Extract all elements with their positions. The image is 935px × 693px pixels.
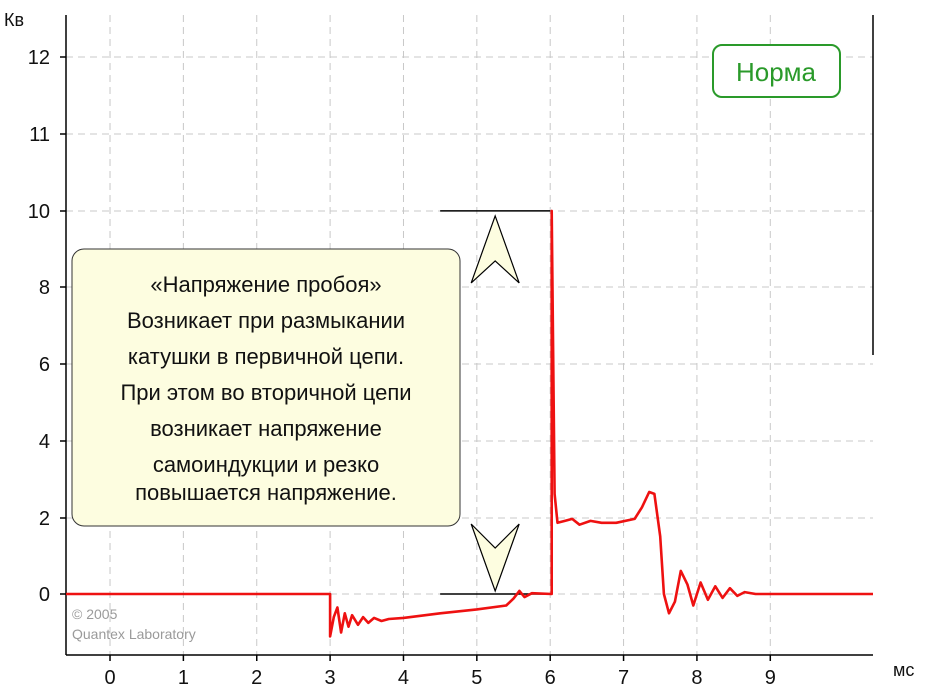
- x-tick-labels: 0 1 2 3 4 5 6 7 8 9: [104, 655, 776, 689]
- x-axis-unit: мс: [893, 660, 914, 680]
- y-tick-label: 8: [39, 277, 50, 299]
- y-tick-label: 11: [29, 124, 50, 146]
- x-tick-label: 7: [618, 667, 629, 689]
- axes: [65, 15, 874, 656]
- y-tick-labels: 0 2 4 6 8 10 11 12: [28, 47, 66, 606]
- annotation-box-rect: [71, 248, 461, 527]
- status-badge-label: Норма: [736, 57, 817, 87]
- y-tick-label: 2: [39, 508, 50, 530]
- x-tick-label: 9: [765, 667, 776, 689]
- x-tick-label: 0: [104, 667, 115, 689]
- y-tick-label: 10: [28, 201, 50, 223]
- x-tick-label: 1: [178, 667, 189, 689]
- x-tick-label: 6: [545, 667, 556, 689]
- copyright-year: © 2005: [72, 606, 118, 622]
- annotation-box: «Напряжение пробоя» Возникает при размык…: [71, 248, 461, 527]
- annotation-line-6: самоиндукции и резко: [153, 452, 379, 477]
- arrow-up-icon: [470, 214, 520, 284]
- annotation-line-1: «Напряжение пробоя»: [150, 272, 381, 297]
- y-tick-label: 0: [39, 584, 50, 606]
- annotation-line-7: повышается напряжение.: [135, 480, 397, 505]
- status-badge: Норма: [712, 44, 841, 98]
- signal-line: [66, 209, 873, 638]
- x-tick-label: 3: [325, 667, 336, 689]
- annotation-line-4: При этом во вторичной цепи: [120, 380, 411, 405]
- y-tick-label: 6: [39, 354, 50, 376]
- y-axis-unit: Кв: [4, 10, 24, 30]
- annotation-line-5: возникает напряжение: [150, 416, 382, 441]
- status-badge-rect: [712, 44, 841, 98]
- annotation-line-2: Возникает при размыкании: [127, 308, 405, 333]
- copyright-owner: Quantex Laboratory: [72, 626, 196, 642]
- x-tick-label: 8: [691, 667, 702, 689]
- y-tick-label: 4: [39, 431, 50, 453]
- x-tick-label: 4: [398, 667, 409, 689]
- y-tick-label: 12: [28, 47, 50, 69]
- x-tick-label: 5: [471, 667, 482, 689]
- annotation-line-3: катушки в первичной цепи.: [128, 344, 404, 369]
- dimension-marker: [440, 210, 551, 595]
- arrow-down-icon: [470, 523, 520, 593]
- x-tick-label: 2: [251, 667, 262, 689]
